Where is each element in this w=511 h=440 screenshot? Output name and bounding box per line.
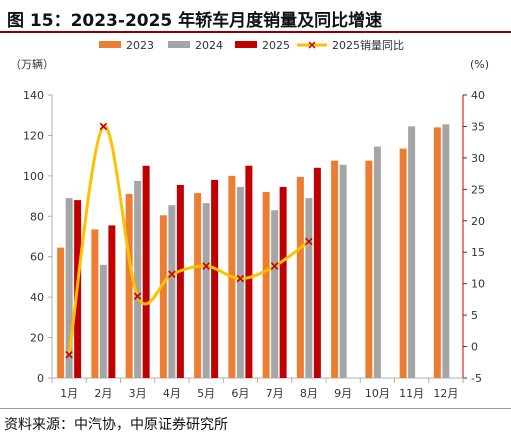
bar-2025-5月 — [211, 179, 219, 378]
right-tick-label: 5 — [471, 309, 478, 322]
bar-2023-8月 — [296, 176, 304, 378]
right-tick-label: 35 — [471, 120, 485, 133]
bar-2024-3月 — [134, 180, 142, 378]
legend: 2023 2024 2025 2025销量同比 — [99, 38, 404, 52]
legend-swatch — [235, 41, 257, 48]
yoy-point-8月 — [305, 237, 313, 246]
yoy-point-6月 — [236, 274, 245, 283]
bar-2024-1月 — [65, 198, 73, 378]
bar-2024-6月 — [236, 186, 244, 378]
axes: 0 20 40 60 80 100 120 140 -5 0 5 10 15 20 25 30 35 40 1月 2月… — [23, 89, 485, 400]
left-tick-label: 60 — [30, 251, 44, 264]
legend-item-2025: 2025 — [235, 39, 290, 52]
bar-2023-1月 — [57, 247, 65, 378]
legend-label: 2024 — [195, 39, 223, 52]
bar-2025-7月 — [279, 186, 287, 378]
right-tick-label: 25 — [471, 183, 485, 196]
x-tick-label: 7月 — [266, 387, 284, 400]
source-note: 资料来源：中汽协，中原证券研究所 — [4, 417, 228, 433]
x-tick-label: 10月 — [365, 387, 390, 400]
sales-chart: 2023 2024 2025 2025销量同比 （万辆） (%) 0204060801… — [10, 38, 489, 400]
legend-label: 2025 — [262, 39, 290, 52]
bar-2023-7月 — [262, 192, 270, 378]
x-tick-label: 9月 — [334, 387, 352, 400]
bar-2024-5月 — [202, 203, 210, 378]
x-tick-label: 2月 — [94, 387, 112, 400]
bar-2025-4月 — [176, 184, 184, 378]
bar-2025-8月 — [313, 167, 321, 378]
bar-2023-12月 — [433, 127, 441, 378]
right-tick-label: 15 — [471, 246, 485, 259]
left-tick-label: 40 — [30, 291, 44, 304]
x-tick-label: 11月 — [399, 387, 424, 400]
bar-2023-5月 — [194, 193, 202, 378]
bar-2024-7月 — [271, 210, 279, 378]
bar-2024-11月 — [408, 126, 416, 378]
x-tick-label: 5月 — [197, 387, 215, 400]
bar-2024-9月 — [339, 164, 347, 378]
legend-swatch — [168, 41, 190, 48]
right-tick-label: 30 — [471, 152, 485, 165]
yoy-line-path — [67, 124, 311, 357]
legend-label: 2023 — [126, 39, 154, 52]
bar-2025-2月 — [108, 225, 116, 378]
yoy-point-5月 — [202, 262, 210, 270]
bar-2024-12月 — [442, 124, 450, 378]
bar-2025-6月 — [245, 165, 253, 378]
left-tick-label: 80 — [30, 210, 44, 223]
title-divider — [0, 31, 511, 33]
yoy-point-3月 — [133, 292, 142, 301]
x-tick-label: 6月 — [231, 387, 249, 400]
source-divider — [0, 408, 511, 409]
bar-2023-9月 — [331, 160, 339, 378]
yoy-point-1月 — [65, 350, 73, 359]
bar-2024-2月 — [99, 264, 107, 378]
yoy-line — [65, 122, 313, 359]
yoy-point-7月 — [270, 262, 279, 270]
bar-2023-11月 — [399, 148, 407, 378]
x-tick-label: 3月 — [129, 387, 147, 400]
legend-item-2023: 2023 — [99, 39, 154, 52]
bar-2024-8月 — [305, 198, 313, 378]
legend-item-2025销量同比: 2025销量同比 — [297, 38, 404, 52]
x-tick-label: 8月 — [300, 387, 318, 400]
right-tick-label: -5 — [471, 372, 482, 385]
bar-2024-4月 — [168, 205, 176, 378]
left-tick-label: 0 — [37, 372, 44, 385]
bar-2023-10月 — [365, 160, 373, 378]
x-tick-label: 4月 — [163, 387, 181, 400]
left-axis-unit: （万辆） — [10, 57, 54, 71]
bar-2023-4月 — [159, 215, 167, 378]
left-tick-label: 120 — [23, 129, 44, 142]
left-tick-label: 20 — [30, 332, 44, 345]
legend-item-2024: 2024 — [168, 39, 223, 52]
chart-title: 图 15：2023-2025 年轿车月度销量及同比增速 — [7, 11, 383, 31]
right-axis-unit: (%) — [470, 58, 489, 71]
right-tick-label: 10 — [471, 278, 485, 291]
bar-2023-2月 — [91, 229, 99, 378]
right-tick-label: 20 — [471, 215, 485, 228]
x-tick-label: 12月 — [433, 387, 458, 400]
legend-swatch — [99, 41, 121, 48]
yoy-point-4月 — [168, 270, 176, 278]
right-tick-label: 0 — [471, 341, 478, 354]
bar-2024-10月 — [373, 146, 381, 378]
bar-2025-3月 — [142, 165, 150, 378]
right-tick-label: 40 — [471, 89, 485, 102]
yoy-point-2月 — [99, 122, 108, 131]
legend-label: 2025销量同比 — [332, 38, 404, 52]
left-tick-label: 100 — [23, 170, 44, 183]
bar-2023-3月 — [125, 194, 133, 378]
left-tick-label: 140 — [23, 89, 44, 102]
x-tick-label: 1月 — [60, 387, 78, 400]
